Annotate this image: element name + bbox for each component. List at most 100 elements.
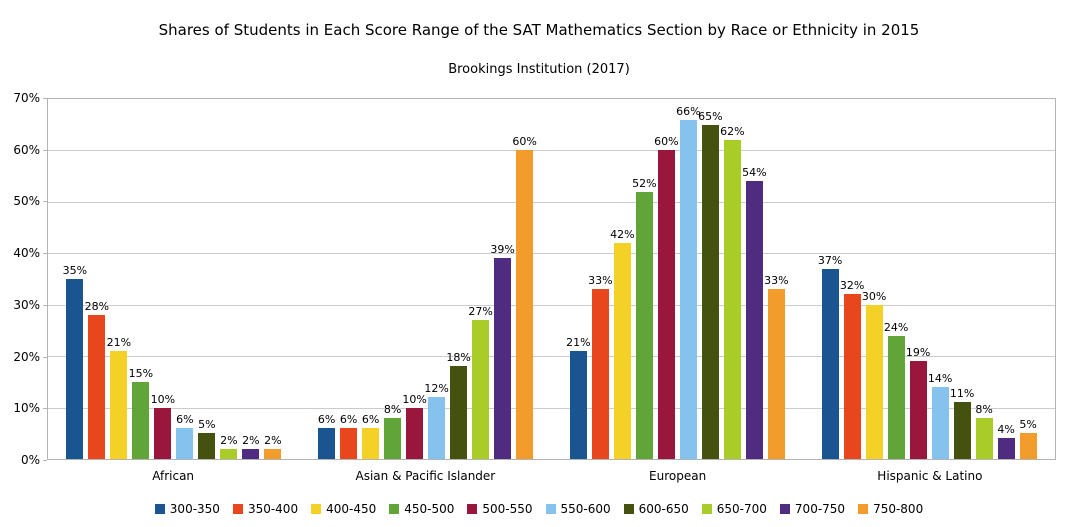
bar-400-450: 42%	[610, 228, 635, 459]
legend-swatch	[467, 504, 478, 514]
bar-750-800: 33%	[764, 274, 789, 459]
bar-value-label: 6%	[361, 413, 380, 427]
bar-value-label: 60%	[654, 135, 679, 149]
legend-swatch	[232, 504, 243, 514]
bar-value-label: 21%	[106, 336, 132, 349]
bar-value-label: 42%	[610, 228, 635, 241]
bar-300-350: 35%	[63, 264, 87, 459]
bar-value-label: 6%	[339, 413, 358, 427]
bar-650-700: 2%	[220, 434, 238, 459]
bar-600-650: 5%	[198, 418, 216, 459]
x-axis-label: European	[649, 469, 707, 483]
bar-value-label: 6%	[176, 413, 194, 427]
bar-750-800: 60%	[512, 135, 537, 459]
bar-700-750: 54%	[742, 166, 767, 459]
y-axis-tick	[43, 98, 47, 99]
legend-label: 550-600	[560, 502, 611, 516]
bar-value-label: 52%	[632, 176, 657, 190]
legend-swatch	[154, 504, 165, 514]
bar-value-label: 24%	[883, 320, 909, 334]
bar-500-550: 10%	[151, 393, 175, 459]
legend-label: 500-550	[482, 502, 533, 516]
bar-400-450: 6%	[362, 413, 379, 459]
x-axis-label: Asian & Pacific Islander	[355, 469, 496, 483]
x-axis-label: Hispanic & Latino	[877, 469, 983, 483]
bar-450-500: 8%	[384, 403, 401, 459]
bar-group-asian-pacific-islander: 6% 6% 6% 8% 10% 12% 18% 27% 39% 60%	[300, 99, 552, 459]
legend-label: 650-700	[716, 502, 767, 516]
bar-value-label: 28%	[84, 300, 110, 313]
bar-value-label: 2%	[264, 433, 282, 447]
bar-500-550: 60%	[654, 135, 679, 459]
bar-600-650: 11%	[950, 387, 974, 459]
legend-item-300-350: 300-350	[154, 502, 220, 516]
bar-value-label: 54%	[742, 166, 767, 180]
bar-600-650: 65%	[698, 110, 723, 459]
legend-label: 350-400	[247, 502, 299, 516]
y-axis-tick	[43, 253, 47, 255]
bar-500-550: 19%	[906, 346, 930, 459]
bar-value-label: 30%	[861, 289, 887, 303]
bar-650-700: 8%	[975, 403, 993, 459]
bar-300-350: 21%	[566, 336, 591, 459]
legend-label: 700-750	[794, 502, 846, 516]
bar-value-label: 2%	[220, 433, 238, 447]
legend-item-500-550: 500-550	[467, 502, 533, 516]
bar-value-label: 33%	[588, 274, 613, 288]
legend-item-750-800: 750-800	[858, 502, 923, 516]
y-axis-label: 20%	[13, 349, 40, 364]
y-axis-tick	[43, 460, 47, 461]
legend-item-550-600: 550-600	[545, 502, 611, 516]
bar-400-450: 21%	[107, 336, 131, 459]
y-axis: 0% 10% 20% 30% 40% 50% 60% 70%	[0, 91, 40, 467]
bar-value-label: 2%	[242, 433, 260, 447]
bar-value-label: 66%	[676, 104, 701, 118]
bar-value-label: 62%	[720, 125, 745, 139]
bar-650-700: 27%	[468, 305, 493, 459]
y-axis-label: 70%	[13, 91, 40, 105]
chart-title: Shares of Students in Each Score Range o…	[158, 21, 920, 39]
bar-value-label: 33%	[764, 274, 789, 288]
bar-value-label: 19%	[905, 346, 931, 360]
y-axis-label: 60%	[13, 142, 40, 157]
gridline	[48, 150, 1055, 152]
legend-label: 300-350	[169, 502, 220, 516]
bar-group-hispanic-latino: 37% 32% 30% 24% 19% 14% 11% 8% 4% 5%	[803, 99, 1055, 459]
bar-350-400: 33%	[588, 274, 613, 459]
chart-subtitle: Brookings Institution (2017)	[448, 62, 630, 77]
gridline	[48, 356, 1055, 358]
y-axis-tick	[43, 149, 47, 151]
bar-550-600: 6%	[176, 413, 194, 459]
bar-value-label: 5%	[198, 418, 216, 432]
bar-450-500: 24%	[884, 321, 908, 459]
bar-group-european: 21% 33% 42% 52% 60% 66% 65% 62% 54% 33%	[552, 99, 804, 459]
bar-value-label: 4%	[997, 423, 1015, 437]
bar-value-label: 18%	[446, 351, 471, 365]
y-axis-label: 0%	[20, 453, 40, 467]
legend-swatch	[779, 504, 790, 514]
y-axis-label: 40%	[13, 246, 40, 261]
bar-value-label: 37%	[817, 253, 843, 267]
y-axis-tick	[43, 201, 47, 203]
bar-value-label: 32%	[839, 279, 865, 293]
bar-750-800: 5%	[1019, 418, 1037, 459]
bar-700-750: 39%	[490, 243, 515, 459]
y-axis-label: 30%	[13, 297, 40, 312]
bar-650-700: 62%	[720, 125, 745, 459]
bar-value-label: 27%	[468, 305, 493, 319]
plot-area: 35% 28% 21% 15% 10% 6% 5% 2% 2% 2% 6% 6% 6% 8% 10% 12% 1…	[47, 98, 1056, 460]
bar-value-label: 14%	[927, 372, 953, 385]
bar-700-750: 2%	[242, 434, 260, 459]
legend-swatch	[858, 504, 869, 514]
bar-value-label: 5%	[1019, 418, 1037, 432]
bar-value-label: 12%	[424, 382, 449, 396]
gridline	[48, 201, 1055, 203]
legend-swatch	[623, 504, 634, 514]
legend-swatch	[311, 504, 322, 514]
bar-350-400: 28%	[85, 300, 109, 459]
bar-300-350: 37%	[818, 254, 842, 459]
bar-value-label: 8%	[975, 402, 993, 416]
y-axis-tick	[43, 356, 47, 358]
bar-value-label: 65%	[698, 109, 723, 123]
